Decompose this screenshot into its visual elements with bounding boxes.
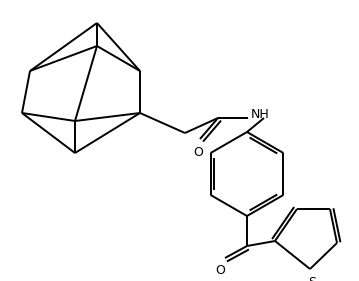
Text: NH: NH [251,108,269,121]
Text: S: S [308,275,316,281]
Text: O: O [193,146,203,158]
Text: O: O [215,264,225,277]
